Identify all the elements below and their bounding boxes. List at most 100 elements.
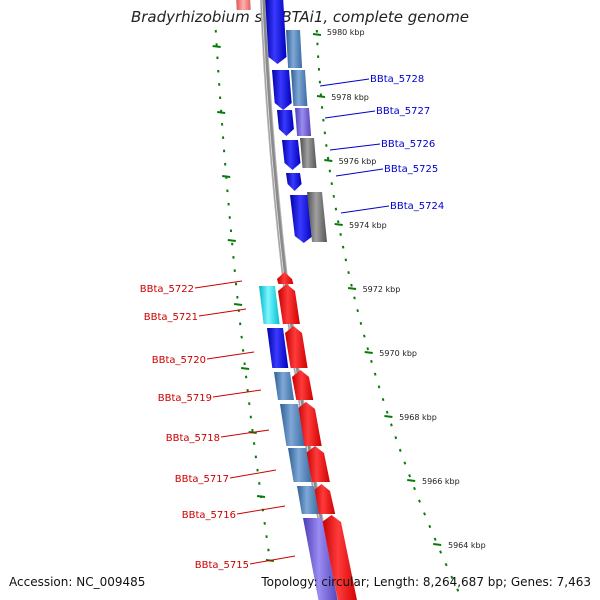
accession-text: Accession: NC_009485 [9, 575, 146, 589]
scale-ring-right-dot [456, 588, 460, 592]
scale-ring-right-dot [339, 233, 342, 236]
scale-ring-right-dot [423, 512, 427, 516]
gene-steel-0 [286, 30, 303, 68]
gene-label-BBta_5719: BBta_5719 [158, 393, 212, 404]
scale-ring-right-dot [363, 334, 366, 338]
gene-steel-1 [291, 70, 308, 106]
major-tick-right [316, 95, 326, 98]
scale-ring-right-dot [377, 385, 381, 389]
major-tick-left [240, 367, 250, 370]
leader-line-BBta_5728 [319, 78, 370, 87]
gene-cyan-0 [259, 286, 280, 324]
gene-label-BBta_5716: BBta_5716 [182, 510, 236, 521]
gene-blue-m0 [267, 328, 289, 368]
genome-summary-text: Topology: circular; Length: 8,264,687 bp… [261, 575, 591, 589]
gene-plus-blue-5 [290, 195, 313, 243]
gene-label-BBta_5718: BBta_5718 [166, 433, 220, 444]
leader-line-BBta_5717 [229, 469, 277, 479]
gene-plus-blue-1 [272, 70, 292, 110]
gene-steel-m1 [280, 404, 305, 446]
scale-label-5978: 5978 kbp [331, 93, 369, 102]
major-tick-right [364, 351, 373, 354]
scale-ring-right-dot [439, 550, 443, 554]
scale-ring-right-dot [394, 436, 398, 440]
gene-label-BBta_5728: BBta_5728 [370, 74, 424, 85]
scale-label-5964: 5964 kbp [448, 541, 486, 550]
leader-line-BBta_5718 [220, 429, 270, 438]
scale-ring-right-dot [381, 397, 385, 402]
major-tick-right [407, 479, 416, 482]
major-tick-left [217, 111, 226, 114]
gene-red-cap [277, 272, 294, 284]
gene-plus-blue-4 [286, 173, 302, 191]
gene-red-5 [306, 446, 330, 482]
gene-red-4 [297, 402, 322, 446]
gene-label-BBta_5725: BBta_5725 [384, 164, 438, 175]
gene-red-2 [285, 326, 308, 368]
gene-red-1 [278, 284, 300, 324]
leader-line-BBta_5722 [194, 280, 243, 289]
scale-ring-right-dot [334, 207, 338, 211]
scale-ring-right-dot [370, 359, 373, 363]
scale-ring-right-dot [356, 309, 359, 313]
scale-label-5974: 5974 kbp [349, 221, 387, 230]
scale-ring-right-dot [390, 423, 393, 427]
gene-label-BBta_5721: BBta_5721 [144, 312, 198, 323]
scale-ring-right-dot [385, 410, 389, 414]
scale-label-5980: 5980 kbp [327, 28, 365, 37]
major-tick-right [324, 159, 333, 162]
major-tick-left [227, 239, 236, 242]
gene-purple-m0 [303, 518, 338, 600]
gene-grey-1 [307, 192, 327, 242]
gene-label-BBta_5727: BBta_5727 [376, 106, 430, 117]
scale-ring-right-dot [337, 220, 340, 224]
leader-line-BBta_5727 [324, 110, 376, 119]
gene-label-BBta_5726: BBta_5726 [381, 139, 435, 150]
gene-plus-blue-0 [265, 0, 287, 64]
gene-label-BBta_5717: BBta_5717 [175, 474, 229, 485]
scale-ring-right-dot [444, 562, 448, 567]
scale-ring-right-dot [353, 296, 356, 300]
leader-line-BBta_5721 [198, 308, 247, 317]
gene-plus-blue-3 [282, 140, 301, 170]
scale-ring-right-dot [403, 461, 407, 465]
leader-line-BBta_5716 [236, 505, 286, 515]
scale-ring-right-dot [398, 448, 402, 452]
scale-ring-right-dot [366, 347, 370, 351]
leader-line-BBta_5715 [249, 555, 296, 565]
scale-label-5968: 5968 kbp [399, 413, 437, 422]
leader-line-BBta_5719 [212, 389, 262, 398]
gene-red-3 [292, 370, 314, 400]
major-tick-right [347, 287, 357, 290]
leader-line-BBta_5720 [206, 351, 255, 360]
scale-ring-right-dot [428, 524, 432, 529]
major-tick-right [433, 543, 442, 546]
scale-ring-right-dot [344, 258, 348, 262]
leader-line-BBta_5726 [329, 143, 381, 151]
major-tick-left [233, 303, 243, 306]
gene-steel-m2 [288, 448, 312, 482]
gene-label-BBta_5720: BBta_5720 [152, 355, 206, 366]
gene-red-7 [322, 515, 357, 600]
major-tick-right [334, 223, 343, 226]
gene-steel-m0 [274, 372, 294, 400]
map-title: Bradyrhizobium sp. BTAi1, complete genom… [130, 8, 470, 26]
gene-grey-0 [300, 138, 317, 168]
scale-ring-right-dot [350, 283, 353, 287]
scale-label-5970: 5970 kbp [379, 349, 417, 358]
major-tick-right [312, 33, 322, 36]
gene-plus-blue-2 [277, 110, 294, 136]
major-tick-left [212, 45, 221, 48]
gene-steel-m3 [297, 486, 319, 514]
scale-label-5972: 5972 kbp [363, 285, 401, 294]
leader-line-BBta_5725 [335, 168, 384, 177]
scale-ring-right-dot [450, 575, 454, 580]
scale-ring-right-dot [359, 321, 363, 325]
major-tick-right [384, 415, 393, 418]
scale-ring-right-dot [373, 372, 377, 376]
major-tick-left [256, 495, 266, 498]
gene-red-6 [313, 484, 336, 514]
scale-label-5966: 5966 kbp [422, 477, 460, 486]
scale-ring-right-dot [418, 499, 421, 503]
